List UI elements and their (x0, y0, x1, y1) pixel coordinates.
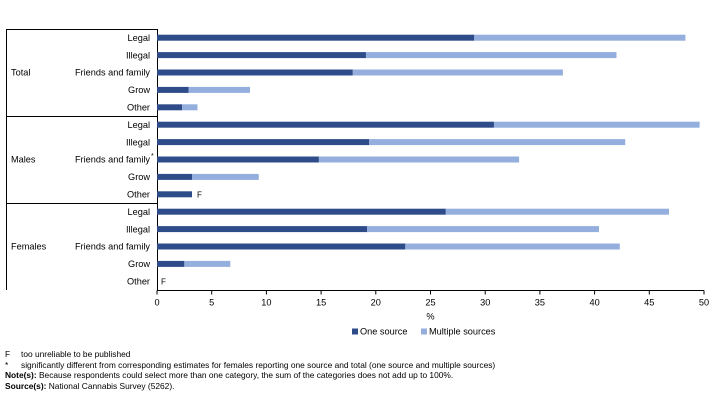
bar-row: Illegal (126, 50, 617, 60)
note-label: Note(s): (5, 370, 37, 381)
footnote-star: * significantly different from correspond… (5, 360, 495, 371)
category-label: Grow (128, 259, 150, 269)
bar-row: Other F (127, 190, 202, 200)
bar-row: Other (127, 103, 198, 113)
bar-multiple-sources (474, 34, 686, 41)
bar-one-source (157, 208, 446, 215)
category-label: Illegal (126, 224, 150, 234)
bar-one-source (157, 260, 185, 267)
x-tick-label: 45 (644, 298, 654, 308)
x-tick-label: 30 (480, 298, 490, 308)
bar-row: Grow (128, 259, 231, 269)
stacked-bar-chart: Total Legal Illegal Friends and family Grow O… (6, 29, 709, 337)
footnote-f-symbol: F (5, 349, 11, 359)
bar-one-source (157, 139, 370, 146)
category-label: Other (127, 277, 150, 287)
bar-multiple-sources (445, 208, 669, 215)
bar-multiple-sources (184, 260, 231, 267)
legend-label-multiple-sources: Multiple sources (429, 327, 496, 337)
category-label: Other (127, 103, 150, 113)
x-tick-label: 0 (154, 298, 159, 308)
x-axis: 0 5 10 15 20 25 30 35 40 45 50% (154, 290, 709, 322)
source-label: Source(s): (5, 380, 47, 391)
bar-one-source (157, 86, 189, 93)
category-label: Grow (128, 85, 150, 95)
bar-row: Legal (128, 120, 700, 130)
bar-one-source (157, 173, 193, 180)
x-axis-title: % (426, 312, 434, 322)
bar-multiple-sources (405, 243, 620, 250)
legend-swatch-one-source (352, 328, 358, 335)
bar-row: Grow (128, 85, 250, 95)
category-label: Illegal (126, 137, 150, 147)
bar-row: Illegal (126, 224, 599, 234)
significance-marker: * (151, 153, 154, 160)
bar-multiple-sources (352, 69, 563, 76)
group-label: Females (11, 242, 47, 252)
x-tick-label: 40 (589, 298, 599, 308)
footnote-note: Note(s): Because respondents could selec… (5, 370, 495, 381)
chart-rows: Total Legal Illegal Friends and family Grow O… (11, 33, 700, 287)
note-text: Because respondents could select more th… (36, 370, 454, 381)
x-tick-label: 5 (209, 298, 214, 308)
bar-row: Friends and family (75, 242, 620, 252)
legend-swatch-multiple-sources (421, 328, 427, 335)
category-label: Legal (128, 33, 150, 43)
bar-multiple-sources (318, 156, 520, 163)
bar-multiple-sources (182, 104, 198, 111)
footnote-source: Source(s): National Cannabis Survey (526… (5, 381, 495, 392)
x-tick-label: 25 (425, 298, 435, 308)
bar-one-source (157, 121, 494, 128)
x-tick-label: 15 (316, 298, 326, 308)
x-tick-label: 10 (261, 298, 271, 308)
footnote-star-symbol: * (5, 359, 9, 370)
bar-one-source (157, 34, 475, 41)
unreliable-flag: F (161, 277, 166, 286)
unreliable-flag: F (197, 190, 202, 199)
category-label: Grow (128, 172, 150, 182)
legend: One source Multiple sources (352, 327, 496, 337)
category-label: Friends and family (75, 242, 150, 252)
category-label: Friends and family (75, 68, 150, 78)
category-label: Friends and family (75, 155, 150, 165)
bar-row: Friends and family * (75, 153, 520, 165)
bar-multiple-sources (365, 52, 617, 59)
category-label: Illegal (126, 50, 150, 60)
group-label: Males (11, 155, 36, 165)
source-text: National Cannabis Survey (5262). (46, 380, 175, 391)
bar-one-source (157, 52, 366, 59)
bar-row: Legal (128, 207, 669, 217)
bar-one-source (157, 69, 353, 76)
bar-one-source (157, 226, 368, 233)
x-tick-label: 20 (371, 298, 381, 308)
bar-row: Grow (128, 172, 259, 182)
footnote-star-text: significantly different from correspondi… (21, 359, 496, 370)
legend-label-one-source: One source (360, 327, 408, 337)
bar-row: Legal (128, 33, 686, 43)
bar-one-source (157, 191, 193, 198)
x-tick-label: 35 (535, 298, 545, 308)
bar-multiple-sources (188, 86, 250, 93)
category-label: Legal (128, 120, 150, 130)
bar-row: Other F (127, 277, 166, 287)
group-label: Total (11, 68, 30, 78)
bar-one-source (157, 243, 406, 250)
bar-multiple-sources (493, 121, 700, 128)
bar-multiple-sources (369, 139, 626, 146)
bar-one-source (157, 156, 319, 163)
bar-multiple-sources (192, 173, 259, 180)
bar-multiple-sources (367, 226, 599, 233)
bar-one-source (157, 104, 183, 111)
bar-row: Illegal (126, 137, 626, 147)
x-tick-label: 50 (699, 298, 709, 308)
bar-row: Friends and family (75, 68, 563, 78)
category-label: Other (127, 190, 150, 200)
category-label: Legal (128, 207, 150, 217)
footnote-f-text: too unreliable to be published (21, 349, 131, 359)
